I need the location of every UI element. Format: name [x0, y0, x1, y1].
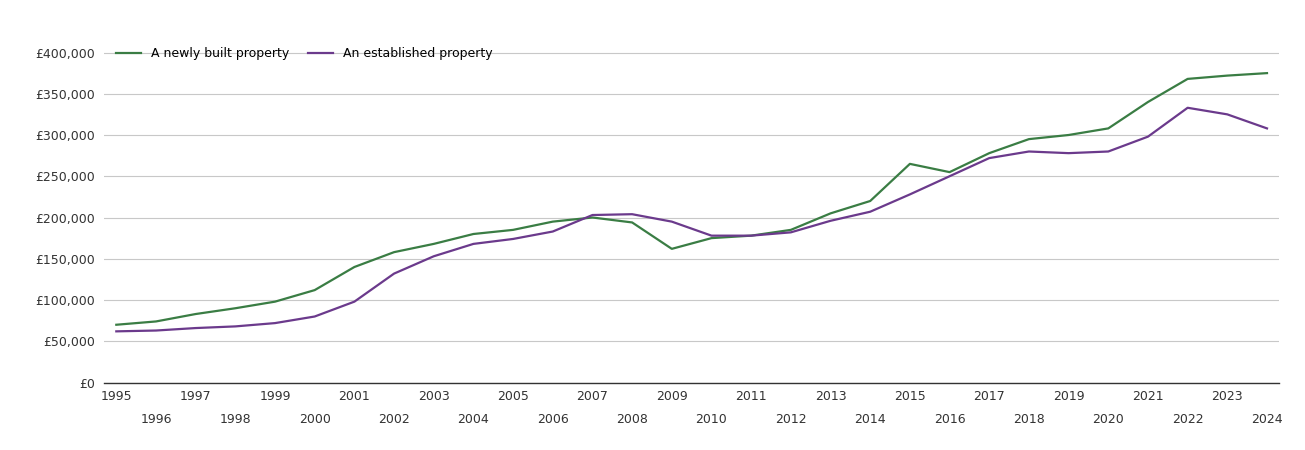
A newly built property: [1219, 73, 1235, 78]
An established property: [268, 320, 283, 326]
An established property: [703, 233, 719, 238]
An established property: [863, 209, 878, 215]
A newly built property: [1061, 132, 1077, 138]
A newly built property: [703, 235, 719, 241]
A newly built property: [664, 246, 680, 252]
An established property: [505, 236, 521, 242]
Legend: A newly built property, An established property: A newly built property, An established p…: [111, 42, 497, 65]
A newly built property: [624, 220, 639, 225]
An established property: [902, 192, 917, 197]
Text: 1996: 1996: [140, 413, 172, 426]
An established property: [744, 233, 760, 238]
Text: 2024: 2024: [1251, 413, 1283, 426]
Text: 2016: 2016: [934, 413, 966, 426]
An established property: [783, 230, 799, 235]
An established property: [1180, 105, 1195, 111]
An established property: [386, 271, 402, 276]
A newly built property: [466, 231, 482, 237]
An established property: [1100, 149, 1116, 154]
A newly built property: [863, 198, 878, 204]
Text: 2008: 2008: [616, 413, 649, 426]
An established property: [822, 218, 838, 224]
A newly built property: [744, 233, 760, 238]
A newly built property: [188, 311, 204, 317]
A newly built property: [425, 241, 441, 247]
An established property: [149, 328, 164, 333]
An established property: [624, 212, 639, 217]
Text: 2012: 2012: [775, 413, 806, 426]
An established property: [1219, 112, 1235, 117]
A newly built property: [149, 319, 164, 324]
An established property: [1141, 134, 1156, 140]
A newly built property: [1141, 99, 1156, 105]
An established property: [188, 325, 204, 331]
Line: An established property: An established property: [116, 108, 1267, 331]
An established property: [1259, 126, 1275, 131]
Line: A newly built property: A newly built property: [116, 73, 1267, 325]
An established property: [942, 174, 958, 179]
An established property: [466, 241, 482, 247]
A newly built property: [585, 215, 600, 220]
An established property: [1021, 149, 1036, 154]
A newly built property: [822, 211, 838, 216]
An established property: [585, 212, 600, 218]
Text: 2002: 2002: [378, 413, 410, 426]
An established property: [981, 155, 997, 161]
A newly built property: [505, 227, 521, 233]
A newly built property: [981, 150, 997, 156]
A newly built property: [227, 306, 243, 311]
Text: 2018: 2018: [1013, 413, 1045, 426]
A newly built property: [307, 288, 322, 293]
An established property: [545, 229, 561, 234]
Text: 2022: 2022: [1172, 413, 1203, 426]
An established property: [227, 324, 243, 329]
An established property: [1061, 150, 1077, 156]
A newly built property: [1021, 136, 1036, 142]
A newly built property: [942, 169, 958, 175]
A newly built property: [1180, 76, 1195, 81]
An established property: [347, 299, 363, 304]
An established property: [425, 254, 441, 259]
An established property: [664, 219, 680, 225]
A newly built property: [268, 299, 283, 304]
Text: 2000: 2000: [299, 413, 330, 426]
A newly built property: [1100, 126, 1116, 131]
Text: 2004: 2004: [458, 413, 489, 426]
A newly built property: [347, 264, 363, 270]
A newly built property: [108, 322, 124, 328]
A newly built property: [545, 219, 561, 225]
A newly built property: [783, 227, 799, 233]
Text: 2020: 2020: [1092, 413, 1124, 426]
Text: 2010: 2010: [696, 413, 727, 426]
Text: 1998: 1998: [219, 413, 251, 426]
A newly built property: [902, 161, 917, 166]
An established property: [108, 328, 124, 334]
A newly built property: [386, 249, 402, 255]
An established property: [307, 314, 322, 319]
Text: 2006: 2006: [536, 413, 569, 426]
Text: 2014: 2014: [855, 413, 886, 426]
A newly built property: [1259, 71, 1275, 76]
